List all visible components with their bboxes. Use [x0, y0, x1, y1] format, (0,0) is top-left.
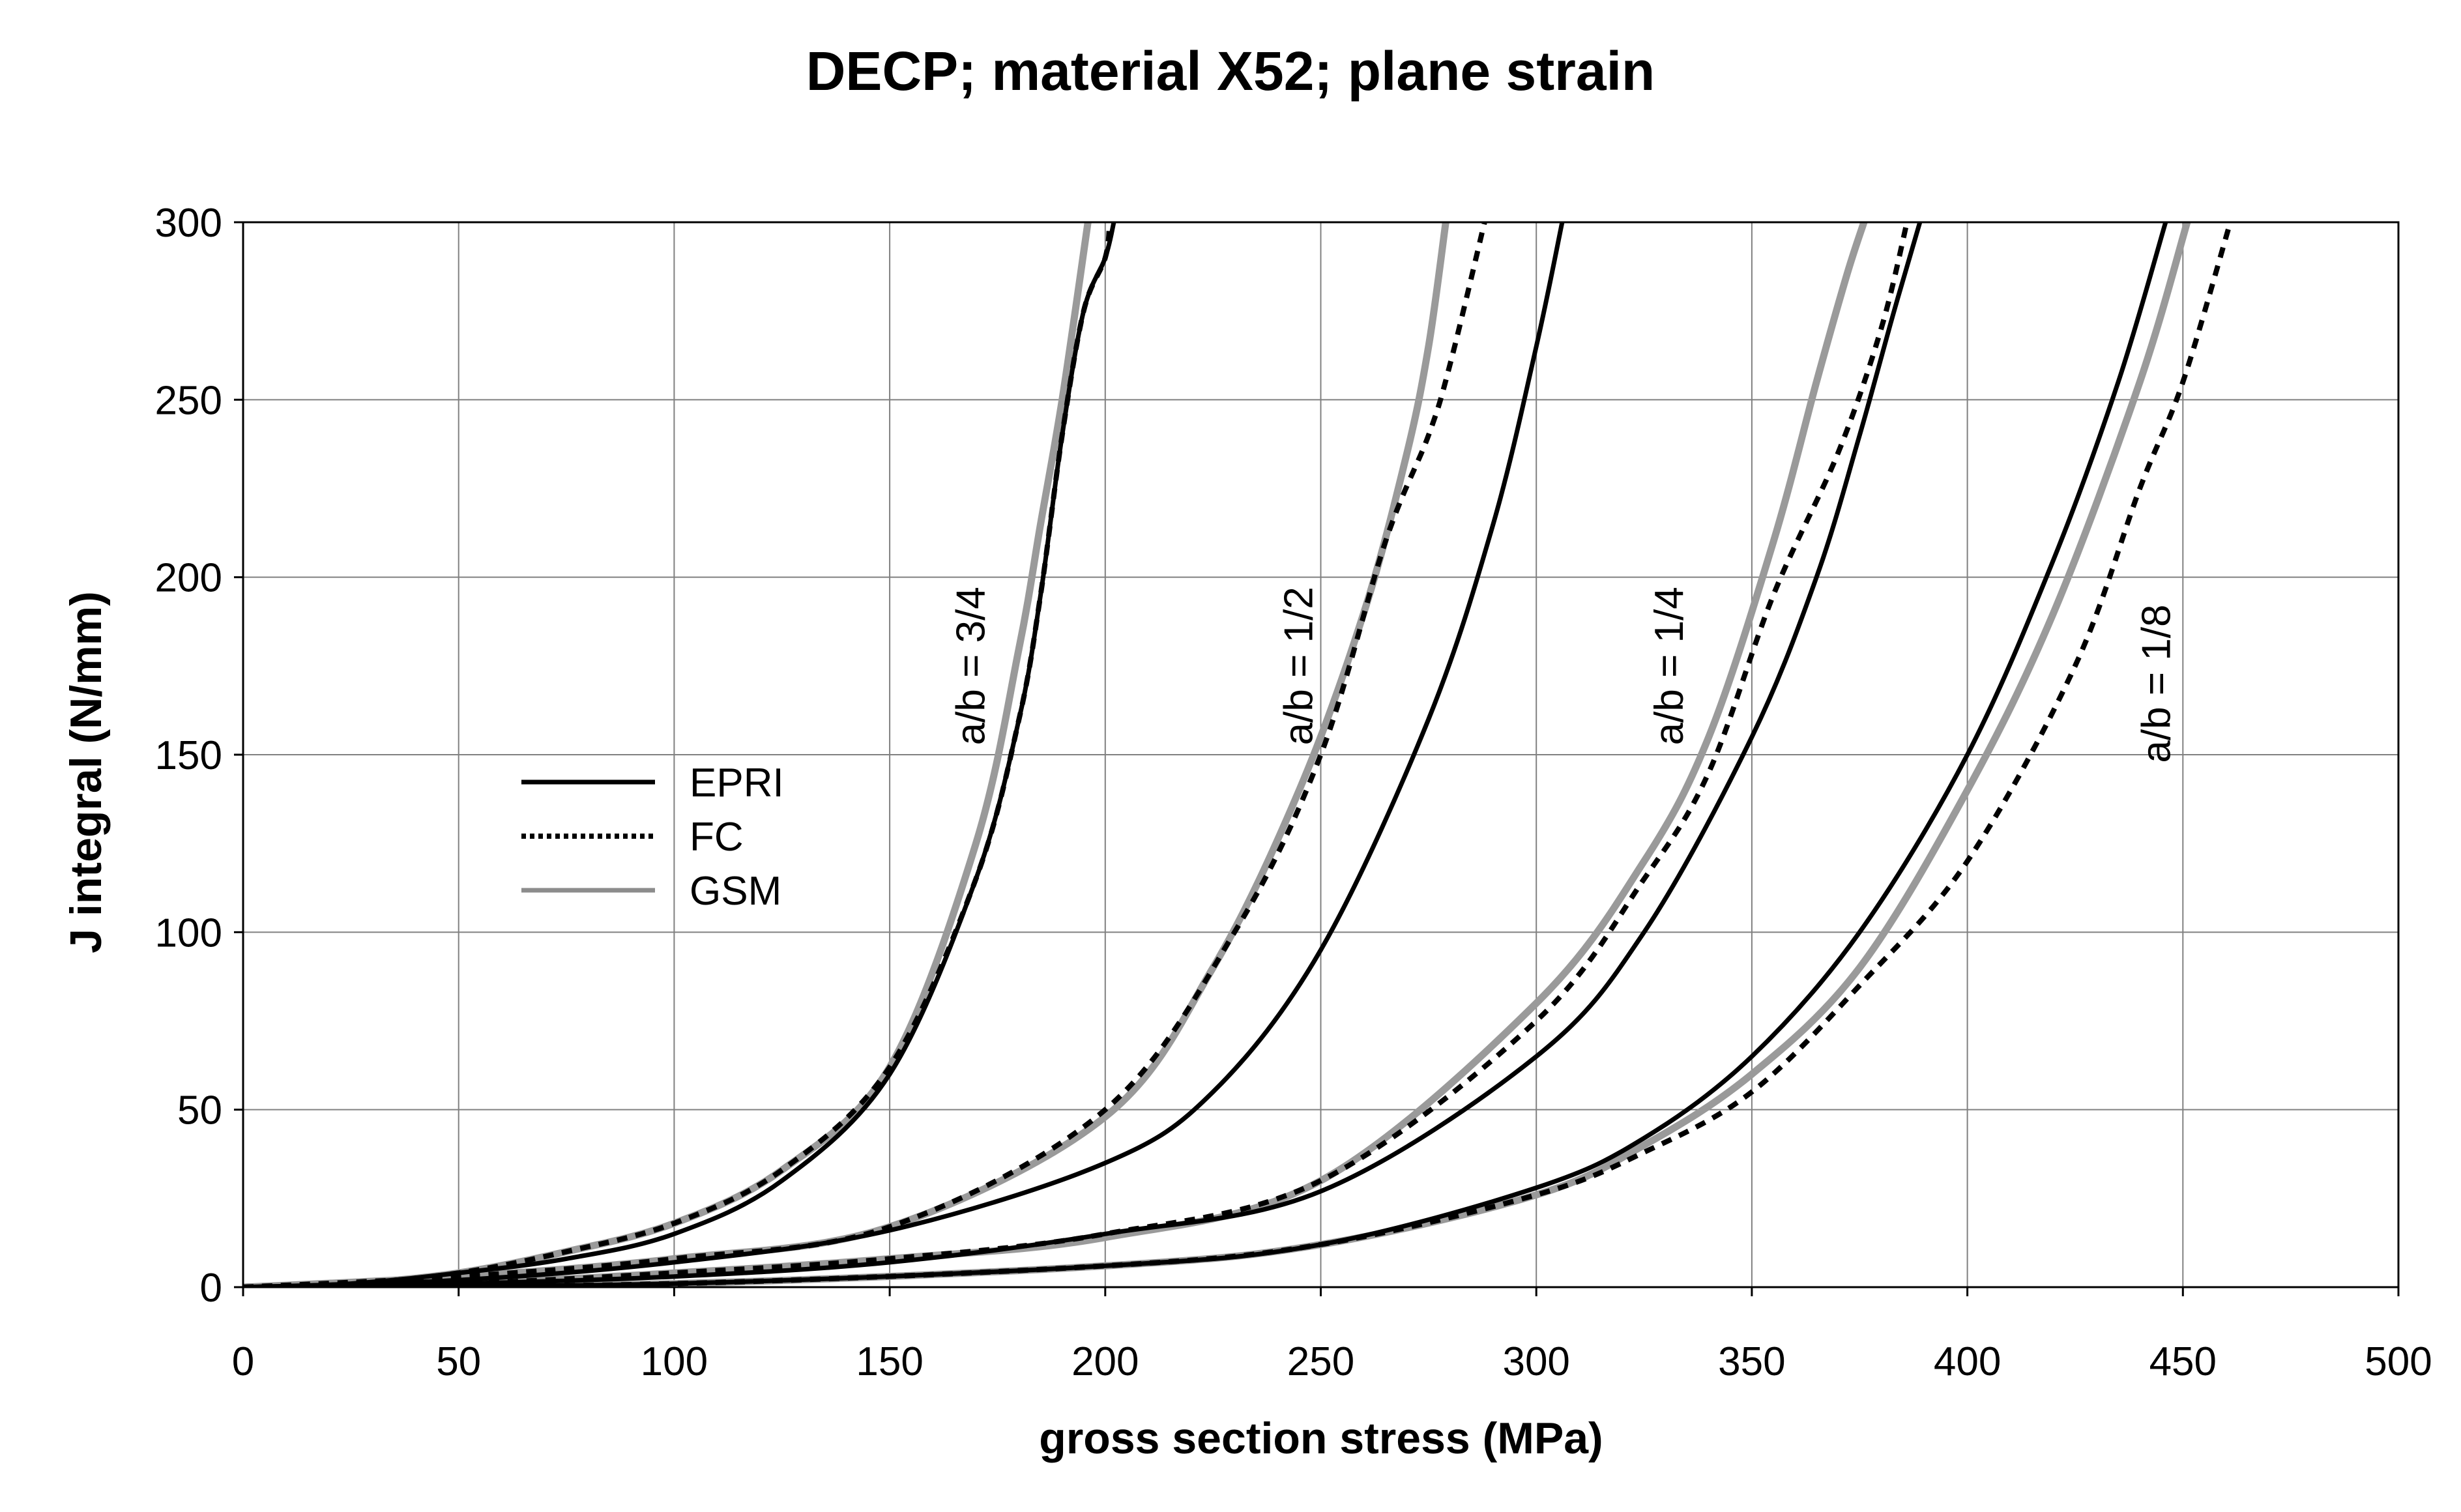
x-tick-label: 150 [856, 1339, 923, 1384]
chart-title: DECP; material X52; plane strain [806, 40, 1655, 102]
series-layer [243, 222, 2233, 1287]
y-tick-label: 250 [155, 378, 222, 423]
legend-label-epri: EPRI [690, 761, 784, 806]
series-epri-1-8 [243, 222, 2168, 1287]
y-tick-label: 100 [155, 910, 222, 955]
y-tick-label: 0 [200, 1266, 222, 1311]
x-tick-label: 50 [436, 1339, 481, 1384]
annotation-label: a/b = 3/4 [949, 587, 994, 745]
x-tick-label: 400 [1934, 1339, 2001, 1384]
legend: EPRI FC GSM [521, 761, 784, 914]
series-fc-1-2 [243, 222, 1487, 1287]
legend-label-gsm: GSM [690, 869, 781, 914]
y-tick-label: 200 [155, 556, 222, 601]
x-tick-label: 100 [641, 1339, 708, 1384]
legend-label-fc: FC [690, 815, 744, 860]
x-tick-label: 500 [2365, 1339, 2432, 1384]
y-tick-labels: 0 50 100 150 200 250 300 [155, 201, 243, 1311]
series-epri-1-4 [243, 222, 1923, 1287]
y-tick-label: 150 [155, 733, 222, 778]
x-axis-label: gross section stress (MPa) [1039, 1414, 1603, 1463]
y-axis-label: J integral (N/mm) [61, 591, 111, 953]
series-epri-1-2 [243, 222, 1565, 1287]
x-tick-label: 250 [1287, 1339, 1354, 1384]
x-tick-label: 200 [1071, 1339, 1139, 1384]
annotation-label: a/b = 1/8 [2134, 605, 2179, 763]
x-tick-label: 300 [1502, 1339, 1569, 1384]
annotation-label: a/b = 1/4 [1647, 587, 1692, 745]
x-tick-label: 350 [1718, 1339, 1785, 1384]
x-tick-label: 0 [232, 1339, 254, 1384]
y-tick-label: 50 [177, 1088, 222, 1133]
annotation-label: a/b = 1/2 [1276, 587, 1321, 745]
series-epri-3-4 [243, 222, 1116, 1287]
x-tick-label: 450 [2149, 1339, 2217, 1384]
y-tick-label: 300 [155, 201, 222, 246]
curve-annotations: a/b = 3/4 a/b = 1/2 a/b = 1/4 a/b = 1/8 [949, 587, 2179, 763]
gridlines [243, 222, 2398, 1287]
series-fc-1-4 [243, 222, 1910, 1287]
x-tick-labels: 0 50 100 150 200 250 300 350 400 450 500 [232, 1287, 2432, 1384]
